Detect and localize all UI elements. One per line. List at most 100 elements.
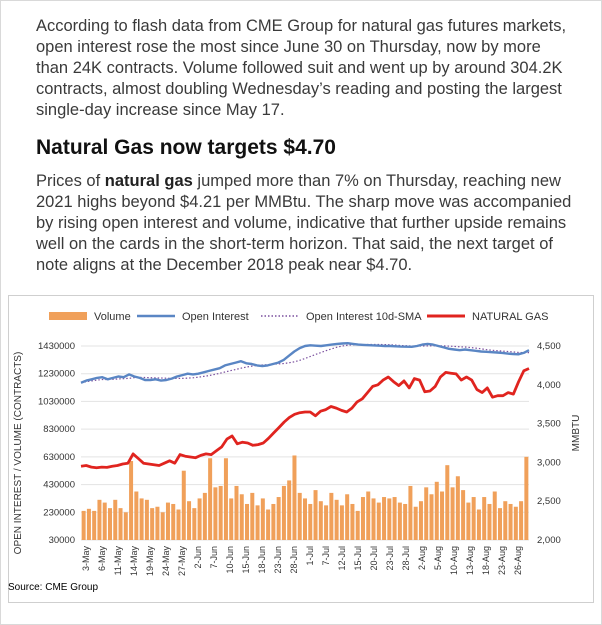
natural-gas-link[interactable]: natural gas [104,172,193,190]
legend-volume-label: Volume [94,311,131,323]
volume-bar [181,470,186,540]
volume-bar [218,485,223,540]
volume-bar [339,505,344,540]
volume-bar [302,498,308,540]
left-tick-label: 30000 [49,535,75,546]
left-tick-label: 430000 [43,480,75,491]
volume-bar [329,492,334,540]
left-tick-label: 630000 [43,452,75,463]
volume-bar [487,503,492,540]
volume-bar [102,502,107,540]
volume-bar [165,502,170,540]
volume-bar [524,456,529,540]
volume-bar [371,498,376,540]
x-tick-label: 14-May [129,546,139,577]
right-tick-label: 2,000 [537,535,561,546]
volume-bar [160,512,165,540]
volume-bar [513,506,518,540]
volume-bar [176,509,181,540]
volume-bar [408,485,413,540]
volume-bar [297,492,302,540]
section-heading: Natural Gas now targets $4.70 [36,136,336,159]
volume-bar [492,491,497,540]
right-tick-label: 3,500 [537,419,561,430]
x-tick-label: 26-Aug [513,546,523,575]
volume-bar [171,503,176,540]
volume-bar [313,490,318,540]
body-paragraph: Prices of natural gas jumped more than 7… [36,171,574,276]
volume-bar [234,485,239,540]
left-tick-label: 1230000 [38,369,75,380]
volume-bar [466,502,471,540]
left-axis-title: OPEN INTEREST / VOLUME (CONTRACTS) [13,352,24,555]
volume-bar [255,505,260,540]
volume-bar [424,487,429,540]
left-tick-label: 830000 [43,424,75,435]
x-tick-label: 18-Aug [481,546,491,575]
x-tick-label: 7-Jun [209,546,219,569]
volume-bar [350,503,355,540]
x-tick-label: 10-Aug [449,546,459,575]
volume-bar [97,499,102,540]
volume-bar [134,491,139,540]
volume-bar [213,487,218,540]
legend-natural-gas-label: NATURAL GAS [472,311,548,323]
volume-bar [334,499,339,540]
volume-bar [250,492,255,540]
volume-bar [187,501,192,540]
left-tick-label: 1030000 [38,396,75,407]
volume-bar [345,494,350,540]
volume-bar [92,510,97,540]
volume-bar [81,510,86,540]
volume-bar [107,508,112,540]
volume-bar [192,508,197,540]
volume-bar [397,502,402,540]
volume-bar [155,506,160,540]
x-tick-label: 27-May [177,546,187,577]
volume-bar [129,461,134,540]
volume-bar [445,465,450,540]
volume-bar [376,502,381,540]
legend-open-interest-label: Open Interest [182,311,249,323]
x-tick-label: 20-Jul [369,546,379,571]
volume-bar [86,508,91,540]
x-tick-label: 12-Jul [337,546,347,571]
left-tick-label: 230000 [43,507,75,518]
volume-bar [503,501,508,540]
volume-bar [287,480,292,540]
volume-bar [229,498,234,540]
chart-svg: 1430000 1230000 1030000 830000 630000 430000 2… [13,311,582,577]
volume-bar [113,499,118,540]
volume-bar [476,509,481,540]
x-tick-label: 18-Jun [257,546,267,574]
right-tick-label: 4,500 [537,341,561,352]
volume-bar [144,499,149,540]
volume-bar [245,503,250,540]
volume-bar [355,510,360,540]
volume-bar [403,503,408,540]
x-tick-label: 23-Jun [273,546,283,574]
volume-bar [197,498,202,540]
volume-bar [223,458,228,540]
natural-gas-line [80,367,530,470]
volume-bar [308,503,313,540]
volume-bar [202,492,207,540]
chart-source: Source: CME Group [8,582,99,593]
x-tick-label: 13-Aug [465,546,475,575]
volume-bar [519,501,524,540]
volume-bar [471,497,476,540]
volume-bar [418,501,423,540]
volume-bar [260,498,265,540]
volume-bar [276,497,281,540]
x-tick-label: 19-May [145,546,155,577]
volume-bar [318,501,323,540]
x-tick-label: 28-Jul [401,546,411,571]
volume-bar [455,476,460,540]
volume-bar [413,506,418,540]
body-text-pre: Prices of [36,172,105,190]
x-tick-label: 15-Jul [353,546,363,571]
volume-bar [382,497,387,540]
x-tick-label: 5-Aug [433,546,443,570]
x-tick-label: 2-Jun [193,546,203,569]
volume-bar [292,455,297,540]
